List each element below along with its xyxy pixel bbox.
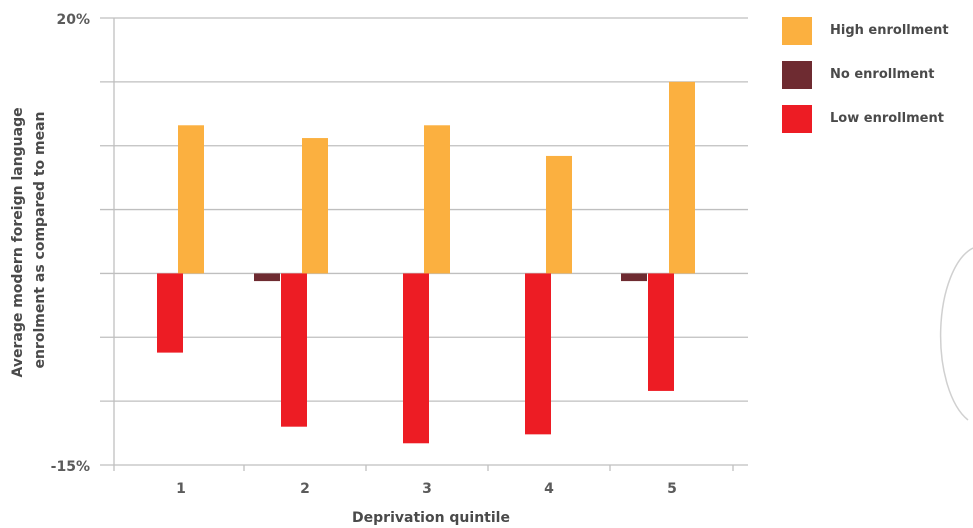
bar-low-enrollment-4 <box>525 273 551 435</box>
bar-low-enrollment-3 <box>403 273 429 444</box>
y-axis-title-line-2: enrolment as compared to mean <box>32 111 48 368</box>
y-axis-title: Average modern foreign language enrolmen… <box>10 103 48 378</box>
legend-label: No enrollment <box>830 67 935 82</box>
bar-low-enrollment-5 <box>648 273 674 391</box>
legend: High enrollment No enrollment Low enrollme… <box>782 17 949 133</box>
bar-high-enrollment-5 <box>669 81 695 274</box>
x-tick-label: 2 <box>300 481 310 497</box>
x-tick-label: 4 <box>544 481 554 497</box>
bar-high-enrollment-3 <box>424 125 450 274</box>
y-tick-labels: 20% -15% <box>51 12 90 475</box>
bars <box>157 81 695 444</box>
x-tick-label: 5 <box>667 481 677 497</box>
bar-no-enrollment-5 <box>621 273 647 282</box>
legend-swatch-low-enrollment <box>782 105 812 133</box>
bar-high-enrollment-4 <box>546 155 572 274</box>
y-tick-label: -15% <box>51 459 90 475</box>
legend-swatch-high-enrollment <box>782 17 812 45</box>
x-tick-labels: 1 2 3 4 5 <box>113 465 734 497</box>
x-tick-label: 3 <box>422 481 432 497</box>
bar-no-enrollment-2 <box>254 273 280 282</box>
y-tick-label: 20% <box>56 12 90 28</box>
legend-label: High enrollment <box>830 23 949 38</box>
legend-label: Low enrollment <box>830 111 944 126</box>
bar-high-enrollment-2 <box>302 138 328 274</box>
bar-low-enrollment-2 <box>281 273 307 427</box>
x-axis-title: Deprivation quintile <box>352 510 510 526</box>
bar-high-enrollment-1 <box>178 125 204 274</box>
x-tick-label: 1 <box>176 481 186 497</box>
legend-swatch-no-enrollment <box>782 61 812 89</box>
decorative-arc <box>939 247 973 421</box>
y-axis-title-line-1: Average modern foreign language <box>10 107 26 377</box>
bar-low-enrollment-1 <box>157 273 183 353</box>
